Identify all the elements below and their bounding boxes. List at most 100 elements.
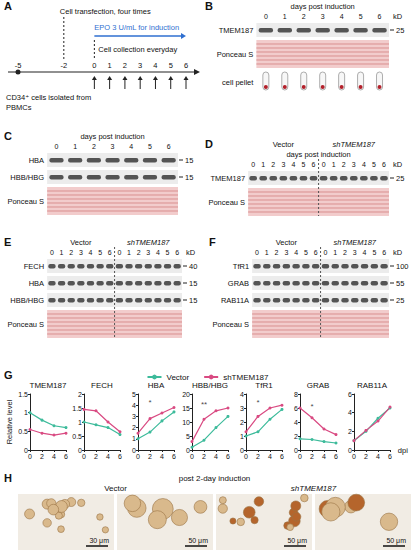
svg-text:RAB11A: RAB11A (221, 296, 249, 305)
svg-text:2: 2 (69, 249, 73, 256)
svg-text:1: 1 (108, 61, 112, 70)
svg-text:5: 5 (372, 161, 376, 168)
svg-text:3: 3 (132, 413, 136, 420)
svg-text:5: 5 (166, 249, 170, 256)
svg-text:Ponceau S: Ponceau S (217, 50, 254, 59)
svg-text:4: 4 (363, 249, 367, 256)
svg-text:*: * (148, 398, 151, 407)
svg-text:4: 4 (376, 453, 380, 460)
svg-text:EPO 3 U/mL for induction: EPO 3 U/mL for induction (94, 23, 179, 32)
svg-text:0: 0 (28, 453, 32, 460)
svg-text:6: 6 (184, 61, 188, 70)
svg-text:0: 0 (55, 143, 59, 150)
svg-text:20: 20 (182, 391, 190, 398)
svg-text:5: 5 (148, 143, 152, 150)
svg-text:4: 4 (106, 453, 110, 460)
svg-text:0: 0 (244, 453, 248, 460)
svg-text:0: 0 (136, 453, 140, 460)
svg-text:1: 1 (60, 249, 64, 256)
svg-text:0.5: 0.5 (18, 428, 28, 435)
svg-text:CD34⁺ cells isolated from: CD34⁺ cells isolated from (6, 93, 91, 102)
svg-text:4: 4 (294, 419, 298, 426)
svg-text:FECH: FECH (24, 262, 44, 271)
svg-text:25: 25 (396, 26, 404, 35)
svg-text:B: B (205, 0, 213, 12)
svg-text:3: 3 (353, 249, 357, 256)
svg-text:1: 1 (283, 13, 287, 20)
svg-text:kD: kD (393, 248, 403, 257)
svg-text:5: 5 (302, 161, 306, 168)
svg-text:6: 6 (382, 249, 386, 256)
svg-text:1: 1 (332, 161, 336, 168)
svg-text:4: 4 (153, 61, 157, 70)
svg-text:FECH: FECH (91, 381, 113, 390)
svg-text:50 μm: 50 μm (188, 537, 208, 545)
svg-text:Vector: Vector (104, 484, 127, 493)
svg-text:2: 2 (92, 143, 96, 150)
svg-text:2: 2 (275, 249, 279, 256)
svg-text:TfR1: TfR1 (233, 262, 249, 271)
svg-text:1.5: 1.5 (18, 391, 28, 398)
svg-text:HBB/HBG: HBB/HBG (10, 173, 44, 182)
svg-text:6: 6 (64, 453, 68, 460)
svg-text:shTMEM187: shTMEM187 (333, 140, 376, 149)
svg-text:50 μm: 50 μm (287, 537, 307, 545)
svg-text:0: 0 (251, 161, 255, 168)
svg-text:6: 6 (118, 453, 122, 460)
svg-text:shTMEM187: shTMEM187 (291, 484, 337, 493)
svg-text:days post induction: days post induction (291, 2, 355, 11)
svg-text:3: 3 (352, 161, 356, 168)
svg-text:cell pellet: cell pellet (222, 78, 254, 87)
svg-text:2: 2 (94, 453, 98, 460)
svg-text:HBB/HBG: HBB/HBG (10, 296, 44, 305)
svg-text:4: 4 (89, 249, 93, 256)
svg-text:0: 0 (323, 249, 327, 256)
svg-text:1: 1 (78, 419, 82, 426)
svg-text:4: 4 (268, 453, 272, 460)
svg-text:5: 5 (169, 61, 173, 70)
svg-text:40: 40 (189, 262, 197, 271)
svg-text:Vector: Vector (276, 238, 298, 247)
svg-text:6: 6 (334, 453, 338, 460)
svg-text:4: 4 (348, 409, 352, 416)
svg-text:0: 0 (352, 453, 356, 460)
svg-text:Ponceau S: Ponceau S (7, 320, 44, 329)
svg-text:100: 100 (396, 262, 409, 271)
svg-text:6: 6 (382, 161, 386, 168)
svg-text:0.5: 0.5 (72, 433, 82, 440)
svg-text:6: 6 (294, 405, 298, 412)
svg-text:0: 0 (190, 453, 194, 460)
svg-text:shTMEM187: shTMEM187 (223, 373, 269, 382)
svg-text:5: 5 (372, 249, 376, 256)
svg-text:Vector: Vector (166, 373, 189, 382)
svg-text:0: 0 (322, 161, 326, 168)
svg-text:0: 0 (92, 61, 96, 70)
svg-text:Vector: Vector (70, 238, 92, 247)
svg-text:6: 6 (172, 453, 176, 460)
svg-text:3: 3 (284, 249, 288, 256)
svg-text:55: 55 (396, 279, 404, 288)
svg-text:*: * (310, 402, 313, 411)
svg-text:4: 4 (52, 453, 56, 460)
svg-text:2: 2 (132, 424, 136, 431)
svg-text:2: 2 (343, 249, 347, 256)
svg-text:6: 6 (314, 249, 318, 256)
svg-text:kD: kD (186, 248, 196, 257)
svg-text:RAB11A: RAB11A (357, 381, 388, 390)
svg-text:25: 25 (396, 296, 404, 305)
svg-text:days post induction: days post induction (80, 132, 144, 141)
svg-text:kD: kD (393, 160, 403, 169)
svg-text:4: 4 (132, 402, 136, 409)
svg-text:2: 2 (271, 161, 275, 168)
svg-text:6: 6 (280, 453, 284, 460)
svg-text:2: 2 (348, 428, 352, 435)
svg-text:5: 5 (359, 13, 363, 20)
svg-text:2: 2 (240, 419, 244, 426)
svg-text:-2: -2 (60, 61, 67, 70)
svg-text:C: C (4, 130, 12, 142)
svg-text:2: 2 (148, 453, 152, 460)
svg-text:0: 0 (255, 249, 259, 256)
svg-text:6: 6 (175, 249, 179, 256)
svg-text:3: 3 (240, 405, 244, 412)
svg-text:1: 1 (24, 409, 28, 416)
